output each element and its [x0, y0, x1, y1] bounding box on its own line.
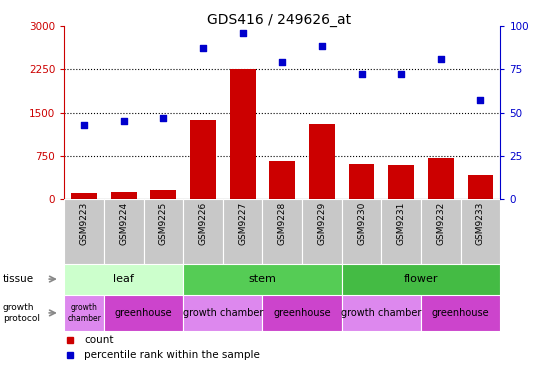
- Bar: [421, 295, 500, 331]
- Text: greenhouse: greenhouse: [273, 308, 331, 318]
- Point: [278, 59, 287, 65]
- Bar: [428, 158, 454, 199]
- Text: GSM9233: GSM9233: [476, 201, 485, 245]
- Text: growth
protocol: growth protocol: [3, 303, 40, 323]
- Bar: [183, 264, 342, 295]
- Bar: [183, 199, 223, 264]
- Bar: [269, 161, 295, 199]
- Point: [159, 115, 168, 121]
- Bar: [389, 165, 414, 199]
- Bar: [342, 264, 500, 295]
- Bar: [461, 199, 500, 264]
- Bar: [64, 264, 183, 295]
- Text: GSM9223: GSM9223: [79, 201, 89, 244]
- Bar: [342, 295, 421, 331]
- Text: GSM9226: GSM9226: [198, 201, 207, 244]
- Text: leaf: leaf: [113, 274, 134, 284]
- Text: percentile rank within the sample: percentile rank within the sample: [84, 351, 260, 361]
- Bar: [421, 199, 461, 264]
- Point: [79, 122, 88, 128]
- Bar: [150, 190, 176, 199]
- Bar: [302, 199, 342, 264]
- Text: greenhouse: greenhouse: [432, 308, 490, 318]
- Text: GSM9225: GSM9225: [159, 201, 168, 244]
- Text: growth chamber: growth chamber: [341, 308, 421, 318]
- Text: GSM9227: GSM9227: [238, 201, 247, 244]
- Bar: [223, 199, 263, 264]
- Text: greenhouse: greenhouse: [115, 308, 172, 318]
- Text: GSM9232: GSM9232: [437, 201, 446, 244]
- Text: count: count: [84, 335, 113, 345]
- Bar: [104, 199, 144, 264]
- Bar: [381, 199, 421, 264]
- Bar: [111, 192, 136, 199]
- Point: [357, 71, 366, 77]
- Text: GSM9228: GSM9228: [278, 201, 287, 244]
- Text: growth
chamber: growth chamber: [67, 303, 101, 323]
- Bar: [342, 199, 381, 264]
- Point: [476, 97, 485, 103]
- Bar: [263, 295, 342, 331]
- Text: GSM9229: GSM9229: [318, 201, 326, 244]
- Text: GSM9230: GSM9230: [357, 201, 366, 245]
- Text: flower: flower: [404, 274, 438, 284]
- Text: GSM9224: GSM9224: [119, 201, 128, 244]
- Bar: [64, 199, 104, 264]
- Bar: [230, 68, 255, 199]
- Bar: [183, 295, 263, 331]
- Bar: [71, 193, 97, 199]
- Point: [437, 56, 446, 61]
- Text: stem: stem: [249, 274, 276, 284]
- Point: [198, 45, 207, 51]
- Point: [318, 44, 326, 49]
- Point: [119, 118, 128, 124]
- Bar: [190, 120, 216, 199]
- Text: GSM9231: GSM9231: [397, 201, 406, 245]
- Bar: [64, 295, 104, 331]
- Text: GDS416 / 249626_at: GDS416 / 249626_at: [207, 13, 352, 27]
- Text: growth chamber: growth chamber: [183, 308, 263, 318]
- Point: [238, 30, 247, 36]
- Bar: [349, 164, 375, 199]
- Bar: [309, 124, 335, 199]
- Bar: [144, 199, 183, 264]
- Text: tissue: tissue: [3, 274, 34, 284]
- Bar: [263, 199, 302, 264]
- Point: [397, 71, 406, 77]
- Bar: [468, 175, 494, 199]
- Bar: [104, 295, 183, 331]
